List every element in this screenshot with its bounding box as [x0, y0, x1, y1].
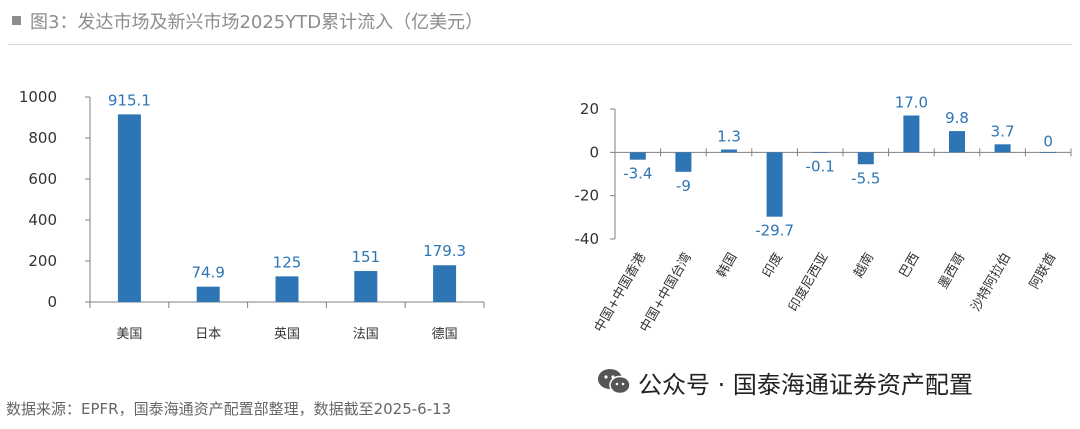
- x-tick-label: 英国: [274, 327, 300, 342]
- data-source-note: 数据来源：EPFR，国泰海通资产配置部整理，数据截至2025-6-13: [6, 400, 452, 418]
- watermark: 公众号 · 国泰海通证券资产配置: [596, 364, 973, 400]
- x-tick-label: 阿联酋: [1026, 250, 1059, 292]
- x-tick-label: 墨西哥: [936, 251, 968, 292]
- y-tick-label: 600: [28, 170, 57, 188]
- bar: [812, 152, 829, 153]
- bar: [675, 152, 692, 172]
- y-tick-label: 0: [589, 143, 599, 161]
- x-tick-label: 巴西: [897, 251, 923, 281]
- y-tick-label: 1000: [19, 88, 57, 106]
- data-label: 0: [1043, 132, 1053, 150]
- x-tick-label: 越南: [850, 250, 877, 281]
- y-tick-label: -20: [575, 187, 600, 205]
- bar: [1040, 152, 1057, 153]
- data-label: 1.3: [717, 128, 741, 146]
- data-label: -5.5: [851, 169, 880, 187]
- chart-title: 图3：发达市场及新兴市场2025YTD累计流入（亿美元）: [30, 12, 484, 33]
- bar: [857, 152, 874, 165]
- y-tick-label: -40: [575, 230, 600, 248]
- x-tick-label: 沙特阿拉伯: [969, 250, 1014, 314]
- data-label: 9.8: [945, 109, 969, 127]
- data-label: -9: [676, 177, 691, 195]
- bar: [196, 286, 220, 302]
- bar: [275, 276, 299, 302]
- chart-header: 图3：发达市场及新兴市场2025YTD累计流入（亿美元）: [8, 4, 1072, 45]
- bar: [354, 271, 378, 302]
- x-tick-label: 日本: [195, 327, 221, 342]
- bar: [433, 265, 457, 302]
- data-label: 17.0: [895, 94, 928, 112]
- title-marker-icon: [12, 16, 21, 25]
- bar: [117, 114, 141, 302]
- x-tick-label: 美国: [116, 327, 142, 342]
- y-tick-label: 200: [28, 252, 57, 270]
- x-tick-label: 韩国: [714, 251, 740, 281]
- y-tick-label: 800: [28, 129, 57, 147]
- data-label: 74.9: [191, 264, 224, 282]
- title-divider: [8, 44, 1072, 45]
- x-tick-label: 印度尼西亚: [785, 250, 831, 314]
- data-label: -0.1: [806, 158, 835, 176]
- bar: [766, 152, 783, 217]
- developed-markets-chart: 0 200 400 600 800 1000 915.1 美国 74.9 日本 125 英国 151 法国…: [19, 88, 485, 342]
- data-label: 151: [351, 248, 380, 266]
- watermark-text: 公众号 · 国泰海通证券资产配置: [638, 370, 973, 399]
- bar: [949, 131, 965, 153]
- x-tick-label: 印度: [759, 250, 786, 281]
- x-tick-label: 法国: [353, 327, 379, 342]
- data-label: 3.7: [991, 122, 1015, 140]
- y-tick-label: 400: [28, 211, 57, 229]
- y-tick-label: 20: [580, 100, 599, 118]
- data-label: -29.7: [755, 222, 794, 240]
- emerging-markets-chart: -40-20020-3.4中国+中国香港-9中国+中国台湾1.3韩国-29.7印…: [575, 94, 1072, 335]
- data-label: 179.3: [423, 242, 466, 260]
- bar: [629, 152, 646, 160]
- data-label: -3.4: [623, 165, 652, 183]
- bar: [721, 149, 737, 153]
- data-label: 125: [273, 253, 302, 271]
- y-tick-label: 0: [47, 293, 57, 311]
- bar: [903, 115, 920, 153]
- wechat-icon: [598, 369, 631, 395]
- bar: [994, 144, 1011, 153]
- x-tick-label: 德国: [432, 327, 458, 342]
- data-label: 915.1: [108, 91, 151, 109]
